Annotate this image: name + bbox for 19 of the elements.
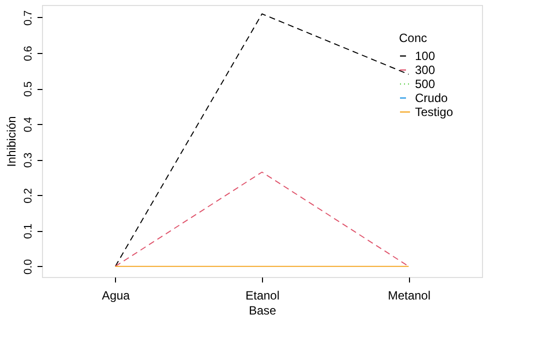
legend-label: 300 xyxy=(415,63,436,77)
y-tick-label: 0.4 xyxy=(22,116,34,132)
legend-label: Crudo xyxy=(415,91,448,105)
y-tick-label: 0.5 xyxy=(22,81,34,97)
y-tick-label: 0.7 xyxy=(22,10,34,26)
y-axis-title: Inhibición xyxy=(4,116,18,167)
y-tick-label: 0.0 xyxy=(22,259,34,274)
legend-label: 500 xyxy=(415,77,436,91)
y-tick-label: 0.3 xyxy=(22,152,34,168)
y-tick-label: 0.2 xyxy=(22,188,34,204)
legend-title: Conc xyxy=(399,31,428,45)
x-tick-label: Metanol xyxy=(388,288,431,302)
x-axis-title: Base xyxy=(248,304,276,318)
x-tick-label: Etanol xyxy=(245,288,280,302)
x-tick-label: Agua xyxy=(102,288,130,302)
y-tick-label: 0.6 xyxy=(22,46,34,62)
legend-label: 100 xyxy=(415,49,436,63)
legend-label: Testigo xyxy=(415,105,454,119)
y-tick-label: 0.1 xyxy=(22,224,34,239)
